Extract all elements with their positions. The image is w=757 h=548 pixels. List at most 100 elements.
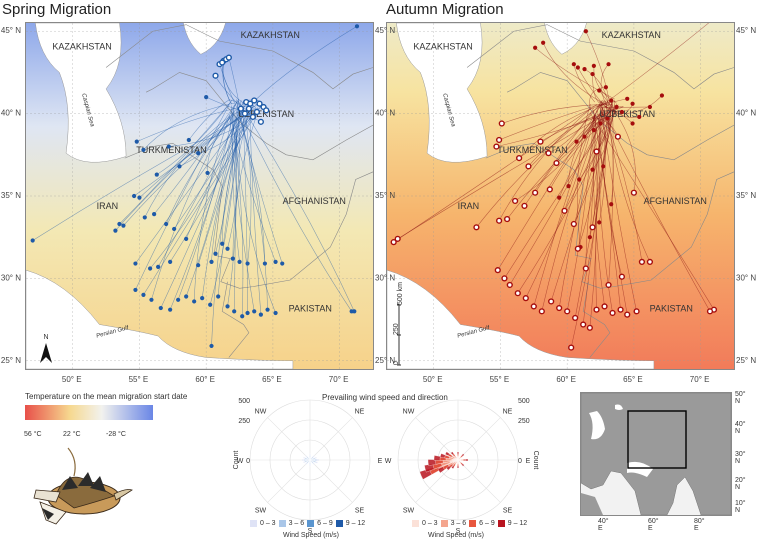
location-point xyxy=(200,296,204,300)
location-point xyxy=(143,215,147,219)
location-point-open xyxy=(575,246,580,251)
inset-lat-10: 10° N xyxy=(735,500,746,514)
location-point xyxy=(557,196,561,200)
location-point-open xyxy=(526,164,531,169)
location-point-open xyxy=(517,156,522,161)
spring-wind-legend-title: Wind Speed (m/s) xyxy=(283,532,339,539)
location-point-open xyxy=(523,296,528,301)
location-point xyxy=(132,194,136,198)
location-point-open xyxy=(220,60,225,65)
location-point xyxy=(606,62,610,66)
wind-speed-swatch xyxy=(498,520,505,527)
rose-count-tick: 250 xyxy=(518,418,530,425)
location-point xyxy=(176,298,180,302)
location-point xyxy=(240,314,244,318)
location-point-open xyxy=(546,151,551,156)
location-point xyxy=(273,260,277,264)
location-point-open xyxy=(539,309,544,314)
location-point xyxy=(168,308,172,312)
location-point xyxy=(584,29,588,33)
location-point xyxy=(209,260,213,264)
location-point xyxy=(184,294,188,298)
location-point xyxy=(609,202,613,206)
location-point xyxy=(350,309,354,313)
rose-direction-label: NE xyxy=(503,409,513,416)
location-point xyxy=(141,148,145,152)
location-point-open xyxy=(533,190,538,195)
lon-tick-label: 65° E xyxy=(262,375,282,384)
rose-count-tick: 0 xyxy=(246,458,250,465)
location-point-open xyxy=(505,217,510,222)
location-point-open xyxy=(474,225,479,230)
location-point xyxy=(133,288,137,292)
location-point xyxy=(141,293,145,297)
scale-bar-label: 250 xyxy=(393,323,400,335)
rose-direction-label: E xyxy=(526,458,531,465)
location-point-open xyxy=(252,98,257,103)
bustard-illustration xyxy=(26,440,136,530)
location-point xyxy=(225,247,229,251)
location-point-open xyxy=(619,274,624,279)
location-point-open xyxy=(499,121,504,126)
lon-tick-label: 50° E xyxy=(423,375,443,384)
location-point-open xyxy=(213,73,218,78)
rose-direction-label: NE xyxy=(355,409,365,416)
rose-direction-label: W xyxy=(385,458,392,465)
location-point xyxy=(252,309,256,313)
location-point-open xyxy=(513,199,518,204)
location-point xyxy=(192,299,196,303)
lon-tick-label: 55° E xyxy=(490,375,510,384)
rose-direction-label: SE xyxy=(355,507,365,514)
location-point-open xyxy=(625,312,630,317)
rose-direction-label: SW xyxy=(255,507,267,514)
location-point-open xyxy=(573,316,578,321)
location-point-open xyxy=(708,309,713,314)
location-point xyxy=(148,266,152,270)
location-point xyxy=(541,41,545,45)
wind-speed-bin-label: 3 – 6 xyxy=(451,520,467,527)
location-point xyxy=(213,252,217,256)
location-point xyxy=(604,85,608,89)
rose-count-tick: 500 xyxy=(238,398,250,405)
location-point-open xyxy=(640,260,645,265)
location-point xyxy=(152,212,156,216)
location-point-open xyxy=(554,161,559,166)
location-point xyxy=(149,298,153,302)
rose-direction-label: NW xyxy=(255,409,267,416)
location-point-open xyxy=(515,291,520,296)
country-label-kazakhstan: KAZAKHSTAN xyxy=(413,41,472,51)
location-point-open xyxy=(258,119,263,124)
location-point-open xyxy=(590,225,595,230)
location-point xyxy=(630,102,634,106)
lat-tick-label-right: 45° N xyxy=(736,26,756,35)
location-point xyxy=(355,24,359,28)
lat-tick-label-right: 30° N xyxy=(736,273,756,282)
location-point xyxy=(220,242,224,246)
location-point-open xyxy=(594,307,599,312)
inset-lon-40: 40° E xyxy=(598,518,609,532)
location-point-open xyxy=(562,208,567,213)
wind-speed-swatch xyxy=(469,520,476,527)
country-label-iran: IRAN xyxy=(97,201,119,211)
scale-bar-label: 500 km xyxy=(397,282,404,305)
lon-tick-label: 70° E xyxy=(329,375,349,384)
wind-speed-swatch xyxy=(412,520,419,527)
wind-speed-swatch xyxy=(441,520,448,527)
country-label-pakistan: PAKISTAN xyxy=(289,303,332,313)
location-point-open xyxy=(254,110,259,115)
lat-tick-label-left: 45° N xyxy=(1,26,21,35)
rose-spoke xyxy=(310,418,352,460)
wind-speed-swatch xyxy=(279,520,286,527)
rose-direction-label: SW xyxy=(403,507,415,514)
location-point xyxy=(196,151,200,155)
country-label-kazakhstan: KAZAKHSTAN xyxy=(602,30,661,40)
lon-tick-label: 55° E xyxy=(129,375,149,384)
location-point xyxy=(245,261,249,265)
lat-tick-label-right: 40° N xyxy=(736,109,756,118)
location-point xyxy=(572,62,576,66)
rose-count-label: Count xyxy=(532,451,539,470)
location-point-open xyxy=(618,307,623,312)
location-point xyxy=(187,138,191,142)
